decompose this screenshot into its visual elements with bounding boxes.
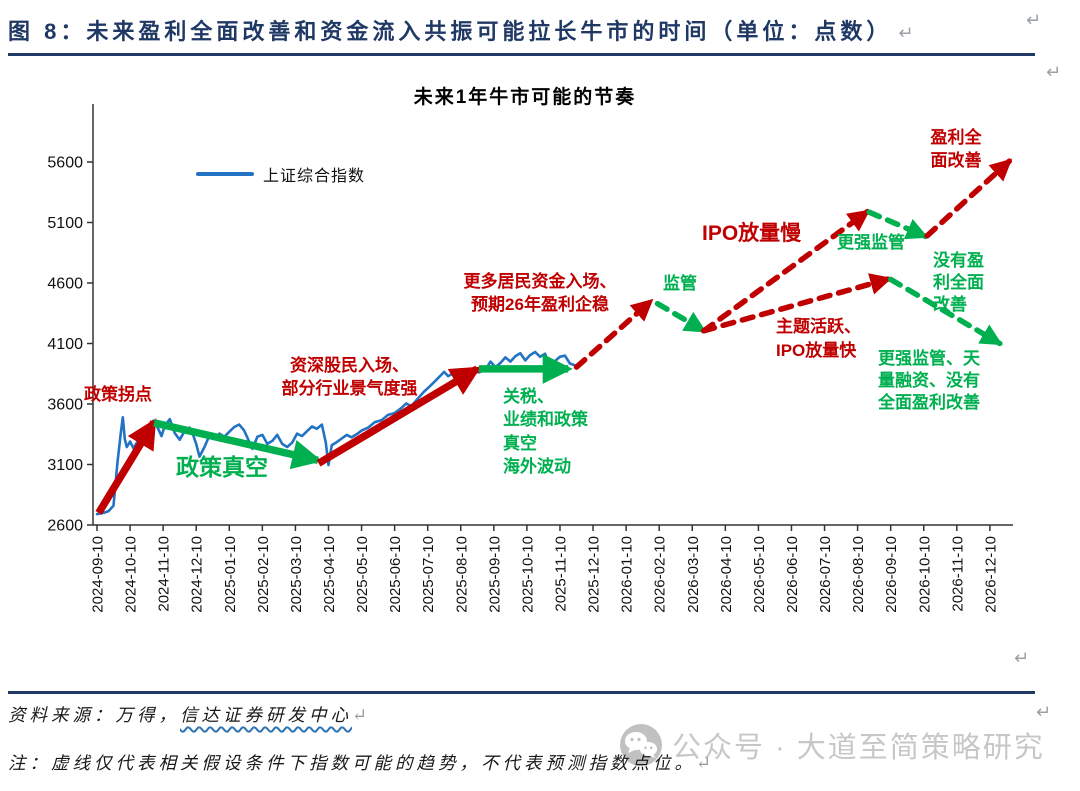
- source-underlined: 信达证券研发中心: [180, 705, 352, 725]
- y-tick-label: 4600: [47, 276, 83, 293]
- y-tick-label: 3100: [47, 457, 83, 474]
- trend-arrow-regulation-dip: [654, 300, 707, 334]
- trend-arrow-full-profit-improvement-rally: [924, 158, 1013, 239]
- x-tick-label: 2026-09-10: [883, 536, 900, 613]
- x-tick-label: 2025-03-10: [288, 536, 305, 613]
- index-line-上证综合指数: [95, 350, 577, 516]
- x-tick-label: 2026-12-10: [982, 536, 999, 613]
- x-tick-label: 2025-01-10: [222, 536, 239, 613]
- x-tick-label: 2025-06-10: [387, 536, 404, 613]
- x-tick-label: 2025-07-10: [420, 536, 437, 613]
- index-line-series: [95, 350, 577, 516]
- paragraph-mark-icon: ↵: [1014, 648, 1030, 668]
- trend-arrows: [95, 158, 1013, 515]
- axes: 2600 3100 3600 4100 4600 5100 5600 2024-09-10 20…: [47, 104, 1013, 613]
- trend-arrow-ipo-slow-path: [701, 208, 871, 334]
- legend-line-swatch: [196, 172, 254, 176]
- note-text: 注：虚线仅代表相关假设条件下指数可能的趋势，不代表预测指数点位。: [8, 753, 696, 773]
- trend-arrow-stronger-regulation-dip: [866, 209, 929, 240]
- source-prefix: 资料来源：万得，: [8, 705, 180, 725]
- x-tick-label: 2026-06-10: [784, 536, 801, 613]
- y-tick-label: 5600: [47, 155, 83, 172]
- x-tick-label: 2026-02-10: [652, 536, 669, 613]
- figure-title-text: 图 8：未来盈利全面改善和资金流入共振可能拉长牛市的时间（单位：点数）: [8, 19, 893, 44]
- y-tick-label: 4100: [47, 336, 83, 353]
- y-tick-label: 5100: [47, 215, 83, 232]
- y-tick-label: 3600: [47, 397, 83, 414]
- x-tick-label: 2025-12-10: [586, 536, 603, 613]
- trend-arrow-projected-rally: [573, 298, 654, 370]
- figure-title: 图 8：未来盈利全面改善和资金流入共振可能拉长牛市的时间（单位：点数） ↵: [8, 14, 913, 46]
- x-tick-label: 2026-10-10: [916, 536, 933, 613]
- x-tick-label: 2024-11-10: [156, 536, 173, 612]
- bull-market-pace-chart: 未来1年牛市可能的节奏 上证综合指数: [0, 70, 1080, 670]
- top-divider: [8, 53, 1035, 56]
- source-line: 资料来源：万得，信达证券研发中心↵: [8, 702, 367, 727]
- y-tick-label: 2600: [47, 518, 83, 535]
- x-tick-label: 2025-05-10: [354, 536, 371, 613]
- watermark-text: 公众号 · 大道至简策略研究: [672, 732, 1045, 764]
- chart-legend: 上证综合指数: [196, 162, 365, 186]
- note-line: 注：虚线仅代表相关假设条件下指数可能的趋势，不代表预测指数点位。↵: [8, 750, 711, 775]
- x-tick-label: 2025-10-10: [519, 536, 536, 613]
- x-tick-label: 2025-08-10: [453, 536, 470, 613]
- trend-arrow-veteran-investor-rally: [316, 365, 482, 467]
- bottom-divider: [8, 691, 1035, 694]
- x-tick-label: 2025-02-10: [255, 536, 272, 613]
- x-tick-label: 2024-09-10: [90, 536, 107, 613]
- x-tick-label: 2025-04-10: [321, 536, 338, 613]
- paragraph-mark-icon: ↵: [1046, 62, 1062, 82]
- legend-label: 上证综合指数: [263, 168, 366, 185]
- chart-title: 未来1年牛市可能的节奏: [413, 87, 637, 108]
- x-tick-label: 2026-05-10: [751, 536, 768, 613]
- watermark: 公众号 · 大道至简策略研究: [618, 722, 1045, 768]
- x-tick-label: 2025-09-10: [486, 536, 503, 613]
- trend-arrow-no-profit-improvement-decline: [887, 276, 1003, 347]
- trend-arrow-policy-turn-rally: [95, 418, 158, 515]
- wechat-icon: [620, 724, 662, 766]
- x-tick-label: 2026-01-10: [619, 536, 636, 613]
- paragraph-mark-icon: ↵: [352, 705, 368, 725]
- x-tick-label: 2026-11-10: [949, 536, 966, 612]
- x-tick-label: 2026-03-10: [685, 536, 702, 613]
- paragraph-mark-icon: ↵: [696, 753, 712, 773]
- paragraph-mark-icon: ↵: [1036, 702, 1052, 722]
- paragraph-mark-icon: ↵: [898, 23, 914, 43]
- x-tick-label: 2026-07-10: [817, 536, 834, 613]
- x-tick-label: 2024-10-10: [123, 536, 140, 613]
- paragraph-mark-icon: ↵: [1026, 10, 1042, 30]
- x-tick-label: 2026-04-10: [718, 536, 735, 613]
- x-tick-label: 2024-12-10: [189, 536, 206, 613]
- x-tick-label: 2025-11-10: [552, 536, 569, 612]
- trend-arrow-policy-vacuum-drift: [153, 419, 323, 470]
- trend-arrow-theme-active-path: [701, 273, 893, 334]
- x-tick-label: 2026-08-10: [850, 536, 867, 613]
